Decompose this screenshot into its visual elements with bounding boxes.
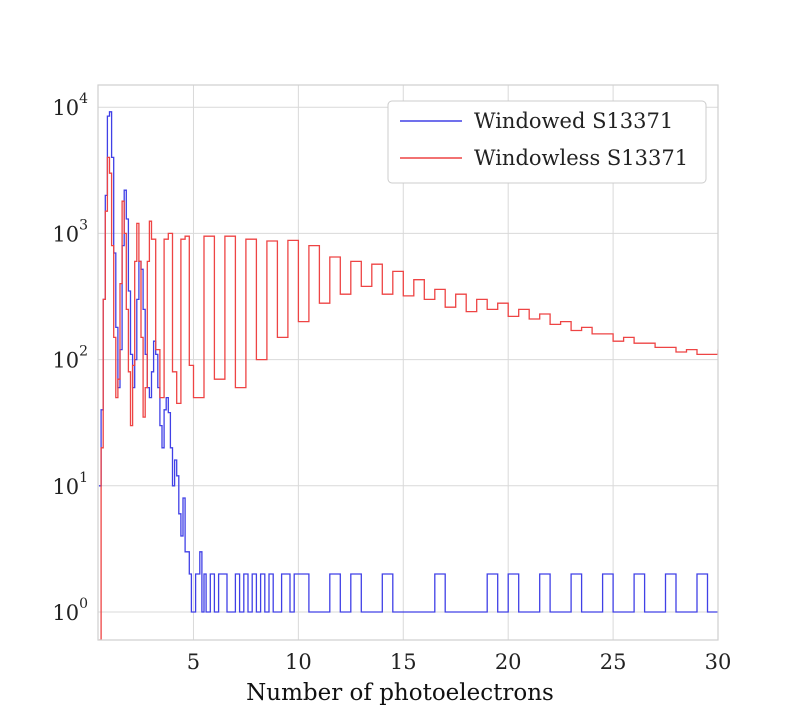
y-tick-label: 102 xyxy=(52,344,88,373)
legend-label-windowless: Windowless S13371 xyxy=(474,146,688,170)
x-tick-label: 20 xyxy=(495,650,522,674)
y-tick-exponent: 3 xyxy=(79,217,88,233)
y-tick-label: 103 xyxy=(52,217,88,246)
y-tick-base: 10 xyxy=(52,96,79,120)
legend-label-windowed: Windowed S13371 xyxy=(474,109,673,133)
y-tick-label: 104 xyxy=(52,91,88,120)
plot-frame xyxy=(97,84,719,641)
y-tick-base: 10 xyxy=(52,222,79,246)
y-tick-exponent: 0 xyxy=(79,596,88,612)
x-tick-label: 10 xyxy=(285,650,312,674)
x-axis-ticks: 5 10 15 20 25 30 xyxy=(187,650,732,674)
x-axis-label: Number of photoelectrons xyxy=(246,680,554,706)
x-tick-label: 25 xyxy=(600,650,627,674)
y-tick-label: 101 xyxy=(52,470,88,499)
x-tick-label: 5 xyxy=(187,650,200,674)
y-tick-label: 100 xyxy=(52,596,88,625)
y-tick-exponent: 1 xyxy=(79,470,88,486)
series-line-windowless xyxy=(99,156,718,640)
legend[interactable]: Windowed S13371 Windowless S13371 xyxy=(387,100,707,184)
series-layer xyxy=(99,111,718,640)
x-tick-label: 30 xyxy=(705,650,732,674)
legend-box xyxy=(387,100,707,184)
y-tick-base: 10 xyxy=(52,349,79,373)
y-tick-exponent: 4 xyxy=(79,91,88,107)
y-tick-base: 10 xyxy=(52,601,79,625)
x-tick-label: 15 xyxy=(390,650,417,674)
y-tick-exponent: 2 xyxy=(79,344,88,360)
y-tick-base: 10 xyxy=(52,475,79,499)
